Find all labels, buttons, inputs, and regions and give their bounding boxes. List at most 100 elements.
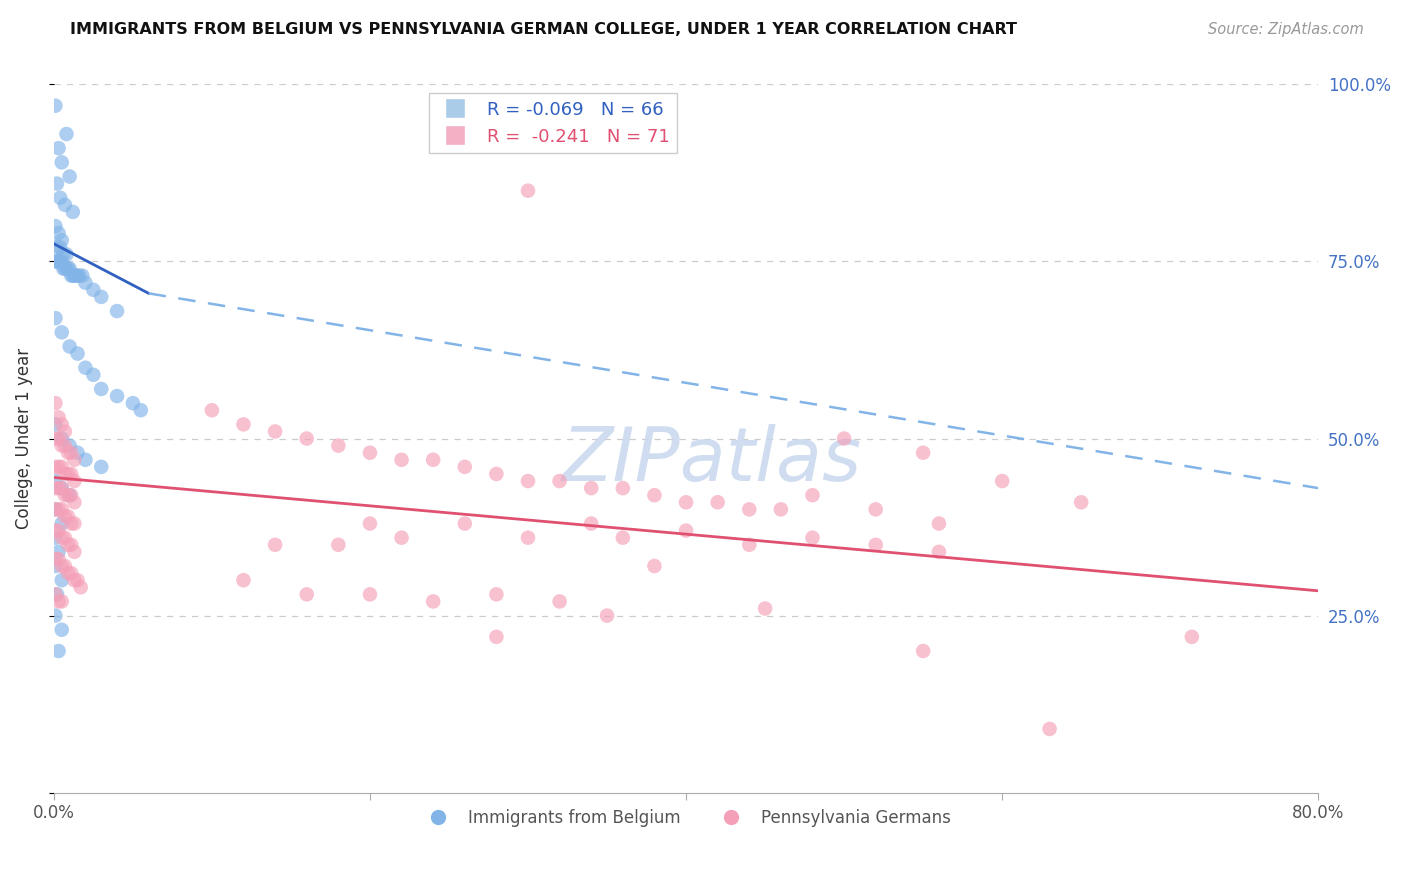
Point	[52, 247, 75, 261]
Point	[60, 268, 83, 283]
Point	[49, 240, 72, 254]
Point	[44, 608, 66, 623]
Point	[51, 233, 73, 247]
Point	[44, 98, 66, 112]
Point	[60, 446, 83, 460]
Point	[72, 268, 94, 283]
Text: Source: ZipAtlas.com: Source: ZipAtlas.com	[1208, 22, 1364, 37]
Point	[44, 219, 66, 233]
Point	[55, 127, 77, 141]
Point	[48, 254, 70, 268]
Point	[44, 396, 66, 410]
Point	[454, 459, 477, 474]
Text: IMMIGRANTS FROM BELGIUM VS PENNSYLVANIA GERMAN COLLEGE, UNDER 1 YEAR CORRELATION: IMMIGRANTS FROM BELGIUM VS PENNSYLVANIA …	[70, 22, 1018, 37]
Point	[62, 205, 84, 219]
Point	[121, 396, 143, 410]
Point	[485, 467, 508, 481]
Point	[48, 524, 70, 538]
Point	[1181, 630, 1204, 644]
Point	[46, 587, 69, 601]
Point	[596, 608, 619, 623]
Point	[53, 261, 76, 276]
Point	[612, 481, 634, 495]
Point	[359, 587, 381, 601]
Point	[60, 566, 83, 580]
Point	[44, 524, 66, 538]
Point	[832, 432, 855, 446]
Point	[105, 389, 128, 403]
Point	[44, 481, 66, 495]
Point	[129, 403, 152, 417]
Point	[63, 573, 86, 587]
Point	[548, 474, 571, 488]
Point	[56, 488, 79, 502]
Point	[801, 531, 824, 545]
Point	[90, 382, 112, 396]
Point	[62, 268, 84, 283]
Point	[391, 531, 413, 545]
Point	[66, 346, 89, 360]
Point	[48, 552, 70, 566]
Point	[55, 247, 77, 261]
Point	[105, 304, 128, 318]
Point	[60, 488, 83, 502]
Point	[44, 559, 66, 574]
Point	[53, 488, 76, 502]
Point	[44, 474, 66, 488]
Point	[51, 516, 73, 531]
Point	[52, 261, 75, 276]
Point	[548, 594, 571, 608]
Point	[1039, 722, 1062, 736]
Point	[75, 276, 97, 290]
Point	[391, 452, 413, 467]
Point	[264, 538, 287, 552]
Point	[738, 502, 761, 516]
Point	[264, 425, 287, 439]
Point	[59, 169, 82, 184]
Point	[44, 502, 66, 516]
Point	[643, 488, 665, 502]
Point	[53, 559, 76, 574]
Point	[51, 594, 73, 608]
Point	[44, 587, 66, 601]
Point	[46, 177, 69, 191]
Point	[63, 495, 86, 509]
Point	[66, 268, 89, 283]
Point	[82, 283, 104, 297]
Point	[991, 474, 1014, 488]
Point	[75, 452, 97, 467]
Point	[706, 495, 728, 509]
Point	[59, 488, 82, 502]
Point	[912, 446, 935, 460]
Point	[51, 254, 73, 268]
Point	[612, 531, 634, 545]
Point	[359, 516, 381, 531]
Point	[801, 488, 824, 502]
Point	[44, 459, 66, 474]
Point	[328, 439, 350, 453]
Legend: Immigrants from Belgium, Pennsylvania Germans: Immigrants from Belgium, Pennsylvania Ge…	[415, 803, 957, 834]
Point	[48, 502, 70, 516]
Point	[55, 261, 77, 276]
Point	[579, 481, 602, 495]
Point	[53, 439, 76, 453]
Point	[63, 545, 86, 559]
Point	[422, 452, 444, 467]
Point	[44, 552, 66, 566]
Point	[51, 481, 73, 495]
Point	[49, 191, 72, 205]
Point	[44, 502, 66, 516]
Point	[56, 509, 79, 524]
Point	[359, 446, 381, 460]
Point	[90, 290, 112, 304]
Point	[60, 516, 83, 531]
Point	[51, 559, 73, 574]
Point	[66, 446, 89, 460]
Point	[59, 339, 82, 353]
Point	[51, 573, 73, 587]
Point	[517, 531, 540, 545]
Point	[51, 432, 73, 446]
Point	[517, 184, 540, 198]
Y-axis label: College, Under 1 year: College, Under 1 year	[15, 348, 32, 529]
Point	[44, 311, 66, 326]
